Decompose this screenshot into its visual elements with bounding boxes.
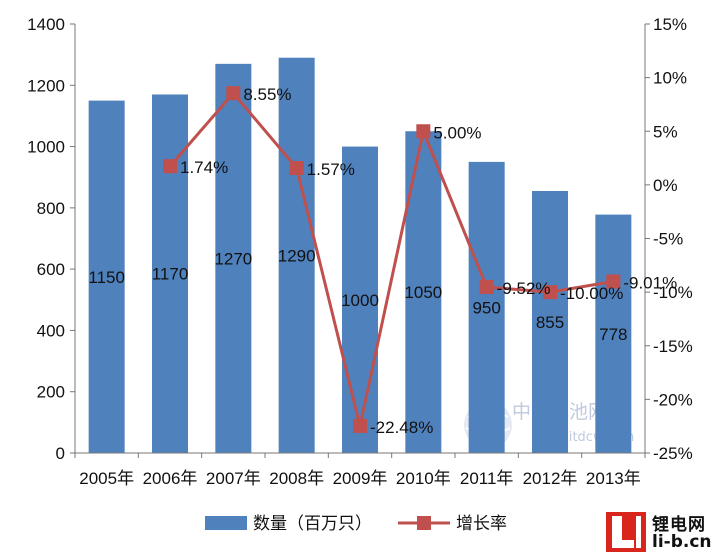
y-right-tick-label: 15% [653, 15, 687, 34]
legend-bar-label: 数量（百万只） [253, 514, 372, 534]
bar-2008年 [278, 57, 315, 453]
y-right-tick-label: -15% [653, 337, 693, 356]
bar-data-label: 1000 [341, 291, 379, 310]
growth-rate-marker [479, 279, 494, 294]
y-right-tick-label: 10% [653, 69, 687, 88]
bar-data-label: 1290 [278, 246, 316, 265]
growth-rate-marker [606, 274, 621, 289]
y-right-tick-label: -25% [653, 444, 693, 463]
growth-rate-data-label: -10.00% [560, 284, 623, 303]
bar-2009年 [342, 146, 378, 454]
bar-data-label: 1150 [88, 268, 125, 287]
y-left-tick-label: 0 [56, 444, 65, 463]
y-left-tick-label: 1000 [27, 138, 65, 157]
x-tick-label: 2008年 [269, 469, 324, 488]
legend-line-marker [417, 516, 431, 530]
y-left-tick-label: 1200 [27, 76, 65, 95]
x-tick-label: 2009年 [333, 469, 388, 488]
y-right-tick-label: -5% [653, 230, 683, 249]
bar-data-label: 1050 [404, 283, 442, 302]
y-right-tick-label: -20% [653, 390, 693, 409]
x-tick-label: 2013年 [586, 469, 641, 488]
growth-rate-marker [289, 161, 304, 176]
growth-rate-marker [226, 86, 241, 101]
x-tick-label: 2011年 [460, 469, 514, 488]
growth-rate-data-label: 5.00% [433, 123, 481, 142]
x-tick-label: 2010年 [396, 469, 451, 488]
y-left-tick-label: 600 [37, 260, 65, 279]
growth-rate-data-label: -9.01% [623, 274, 677, 293]
bar-data-label: 855 [536, 313, 564, 332]
y-right-tick-label: 0% [653, 176, 678, 195]
bar-2013年 [595, 214, 632, 453]
growth-rate-data-label: -22.48% [370, 418, 433, 437]
growth-rate-marker [353, 418, 367, 433]
logo-mark [606, 512, 646, 552]
growth-rate-data-label: 8.55% [243, 85, 291, 104]
growth-rate-data-label: 1.74% [180, 158, 228, 177]
growth-rate-marker [416, 124, 431, 139]
y-left-tick-label: 400 [37, 321, 65, 340]
logo-text-en: li-b.cn [652, 532, 712, 552]
bar-2012年 [532, 191, 568, 453]
y-left-tick-label: 1400 [27, 15, 65, 34]
x-tick-label: 2007年 [206, 469, 261, 488]
growth-rate-marker [543, 285, 557, 300]
bar-data-label: 1270 [214, 249, 252, 268]
bar-2011年 [468, 161, 505, 453]
growth-rate-marker [163, 159, 177, 174]
y-left-tick-label: 200 [37, 383, 65, 402]
y-left-tick-label: 800 [37, 199, 65, 218]
bar-2005年 [88, 100, 125, 453]
legend-bar-swatch [205, 516, 247, 530]
logo-text-cn: 锂电网 [652, 515, 706, 535]
y-right-tick-label: -10% [653, 283, 693, 302]
bar-data-label: 778 [599, 325, 627, 344]
y-right-tick-label: 5% [653, 122, 678, 141]
bar-data-label: 1170 [152, 265, 189, 284]
x-tick-label: 2006年 [143, 469, 198, 488]
x-tick-label: 2012年 [523, 469, 578, 488]
growth-rate-line [168, 90, 614, 427]
legend-line-label: 增长率 [456, 514, 507, 534]
growth-rate-data-label: 1.57% [307, 160, 355, 179]
x-tick-label: 2005年 [79, 469, 134, 488]
bar-data-label: 950 [472, 298, 500, 317]
growth-rate-data-label: -9.52% [497, 279, 551, 298]
site-logo: 锂电网 li-b.cn [606, 512, 718, 554]
bar-2007年 [215, 63, 252, 453]
